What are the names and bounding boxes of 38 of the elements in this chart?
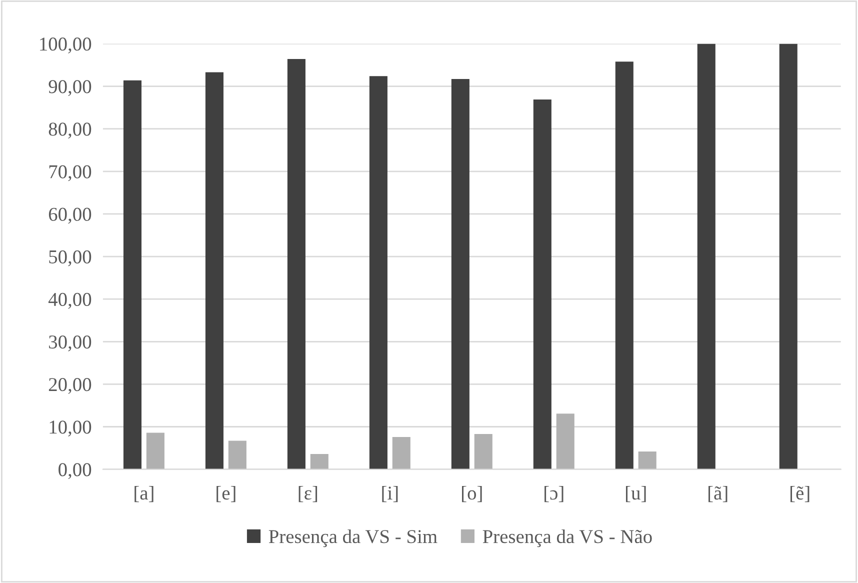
bar — [369, 76, 388, 470]
x-tick-label: [i] — [382, 486, 398, 502]
y-tick-label: 90,00 — [48, 80, 92, 96]
bar — [451, 79, 470, 470]
bar — [392, 436, 410, 470]
y-tick-label: 50,00 — [49, 250, 92, 266]
bar — [697, 44, 716, 470]
bar — [638, 451, 656, 470]
bar — [123, 80, 142, 470]
bar — [615, 62, 634, 470]
x-tick-label: [ã] — [708, 486, 728, 502]
x-tick-label: [ɛ] — [298, 486, 318, 502]
y-tick-label: 70,00 — [49, 165, 92, 182]
y-tick-label: 100,00 — [40, 38, 92, 54]
y-tick-label: 30,00 — [49, 335, 92, 352]
x-tick-label: [e] — [216, 486, 236, 502]
bar — [228, 440, 246, 470]
bar — [474, 434, 492, 470]
bar — [533, 99, 552, 470]
y-tick-label: 80,00 — [48, 122, 92, 139]
x-tick-label: [u] — [626, 486, 646, 502]
bar — [779, 44, 798, 470]
x-tick-label: [a] — [134, 486, 154, 502]
x-tick-label: [o] — [462, 486, 482, 502]
legend-label: Presença da VS - Não — [482, 529, 652, 548]
bar — [287, 59, 306, 470]
bar — [205, 72, 224, 470]
bar — [146, 432, 164, 470]
y-tick-label: 0,00 — [58, 463, 92, 480]
x-tick-label: [ɔ] — [544, 486, 564, 502]
y-tick-label: 40,00 — [48, 292, 92, 309]
bar — [310, 454, 328, 470]
x-tick-label: [ẽ] — [790, 486, 810, 502]
y-tick-label: 20,00 — [48, 378, 92, 394]
legend-label: Presença da VS - Sim — [268, 529, 438, 548]
y-tick-label: 10,00 — [50, 420, 92, 436]
bar — [556, 414, 574, 470]
y-tick-label: 60,00 — [48, 208, 92, 224]
